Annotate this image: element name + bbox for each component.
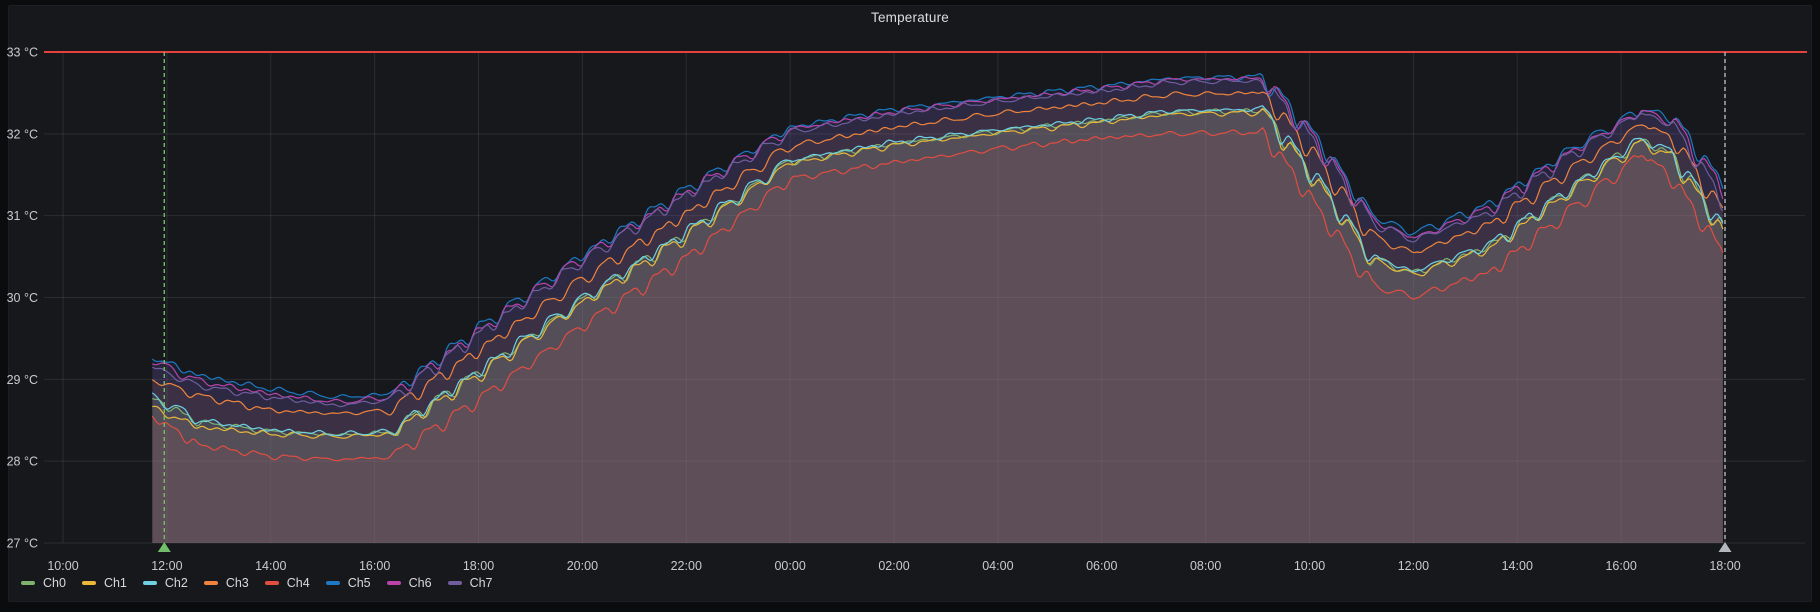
- series-line-ch7: [152, 78, 1724, 408]
- legend-swatch: [21, 581, 35, 585]
- x-tick-label: 04:00: [982, 559, 1013, 573]
- x-tick-label: 16:00: [359, 559, 390, 573]
- legend-swatch: [447, 581, 462, 585]
- series-lines: [151, 73, 1724, 462]
- series-fill-ch2: [152, 105, 1723, 543]
- legend-swatch: [386, 581, 401, 585]
- x-tick-label: 18:00: [1709, 559, 1740, 573]
- x-tick-label: 06:00: [1086, 559, 1117, 573]
- legend-label: Ch0: [43, 576, 66, 590]
- x-tick-label: 12:00: [1398, 559, 1429, 573]
- x-tick-label: 16:00: [1605, 559, 1636, 573]
- series-fill-ch7: [152, 79, 1723, 544]
- y-tick-label: 31 °C: [7, 209, 38, 223]
- series-fill-ch3: [152, 91, 1723, 544]
- legend-item-ch2[interactable]: Ch2: [142, 576, 188, 590]
- y-tick-label: 33 °C: [7, 46, 38, 60]
- legend-swatch: [203, 581, 218, 585]
- series-fill-ch5: [152, 73, 1723, 543]
- panel-title[interactable]: Temperature: [871, 10, 949, 25]
- y-tick-label: 28 °C: [7, 455, 38, 469]
- legend-label: Ch2: [164, 576, 188, 590]
- legend-swatch: [325, 581, 340, 585]
- legend-item-ch6[interactable]: Ch6: [386, 576, 432, 590]
- x-tick-label: 14:00: [255, 559, 286, 573]
- x-tick-label: 14:00: [1502, 559, 1533, 573]
- legend-item-ch3[interactable]: Ch3: [203, 576, 249, 590]
- legend-swatch: [81, 581, 96, 585]
- series-line-ch2: [151, 105, 1724, 437]
- legend-swatch: [142, 581, 157, 585]
- legend-item-ch0[interactable]: Ch0: [21, 576, 66, 590]
- legend-item-ch4[interactable]: Ch4: [264, 576, 310, 590]
- series-fill-ch4: [152, 127, 1723, 543]
- x-axis-labels: 10:00 12:00 14:00 16:00 18:00 20:00 22:00 00:00…: [47, 559, 1740, 573]
- x-tick-label: 10:00: [1294, 559, 1325, 573]
- x-tick-label: 12:00: [151, 559, 182, 573]
- y-tick-label: 30 °C: [7, 291, 38, 305]
- annotation-marker-region-end[interactable]: [1718, 542, 1732, 552]
- x-tick-label: 18:00: [463, 559, 494, 573]
- legend-swatch: [264, 581, 279, 585]
- legend-label: Ch6: [408, 576, 432, 590]
- series-fill-ch1: [152, 108, 1723, 544]
- x-tick-label: 00:00: [774, 559, 805, 573]
- y-tick-label: 27 °C: [7, 537, 38, 551]
- legend-item-ch5[interactable]: Ch5: [325, 576, 371, 590]
- series-line-ch3: [151, 91, 1724, 416]
- legend-label: Ch7: [469, 576, 493, 590]
- x-tick-label: 22:00: [671, 559, 702, 573]
- y-axis-labels: 27 °C 28 °C 29 °C 30 °C 31 °C 32 °C 33 °C: [7, 46, 38, 551]
- series-line-ch4: [151, 127, 1724, 462]
- x-tick-label: 02:00: [878, 559, 909, 573]
- legend-label: Ch5: [347, 576, 371, 590]
- x-tick-label: 08:00: [1190, 559, 1221, 573]
- series-fill-ch0: [152, 108, 1723, 544]
- x-tick-label: 10:00: [47, 559, 78, 573]
- temperature-panel: [8, 5, 1812, 602]
- y-tick-label: 29 °C: [7, 373, 38, 387]
- series-fills: [152, 73, 1723, 544]
- legend-label: Ch3: [225, 576, 249, 590]
- x-tick-label: 20:00: [567, 559, 598, 573]
- legend: Ch0 Ch1 Ch2 Ch3 Ch4 Ch5 Ch6 Ch7: [21, 576, 493, 590]
- legend-label: Ch4: [286, 576, 310, 590]
- annotation-marker-region-start[interactable]: [157, 542, 171, 552]
- legend-label: Ch1: [103, 576, 127, 590]
- y-tick-label: 32 °C: [7, 127, 38, 141]
- legend-item-ch7[interactable]: Ch7: [447, 576, 493, 590]
- legend-item-ch1[interactable]: Ch1: [81, 576, 127, 590]
